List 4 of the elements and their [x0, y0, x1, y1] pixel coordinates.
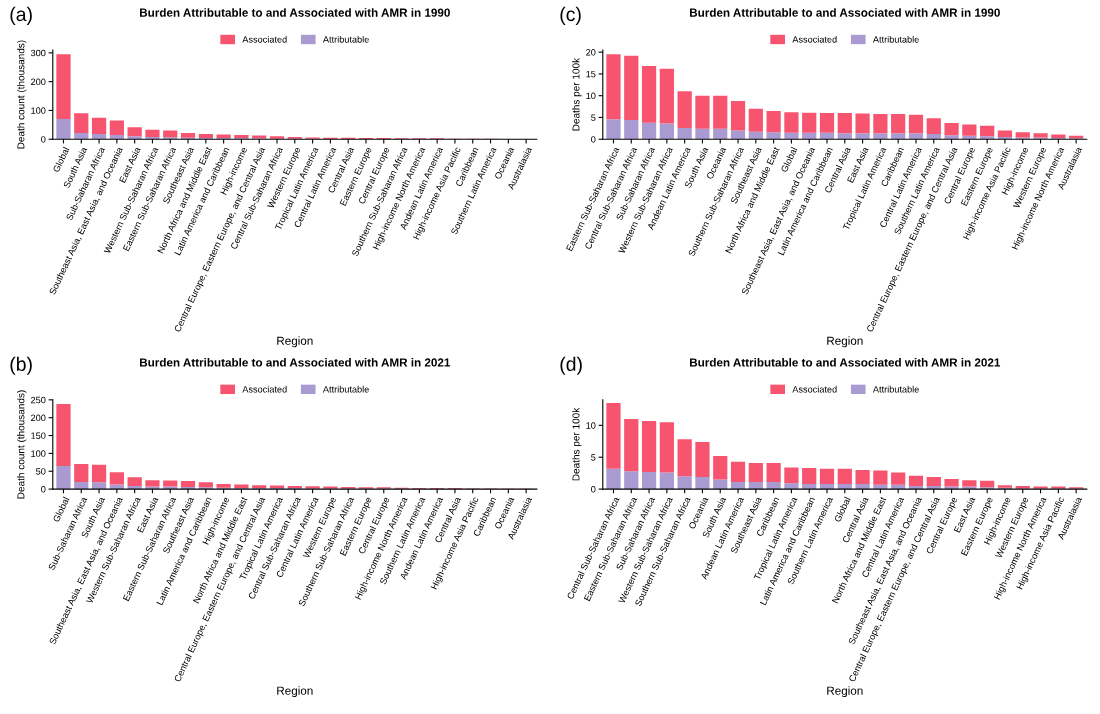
text: (d) [560, 356, 582, 375]
text: (b) [10, 356, 32, 375]
text: (a) [10, 6, 32, 25]
text: (c) [560, 6, 581, 25]
